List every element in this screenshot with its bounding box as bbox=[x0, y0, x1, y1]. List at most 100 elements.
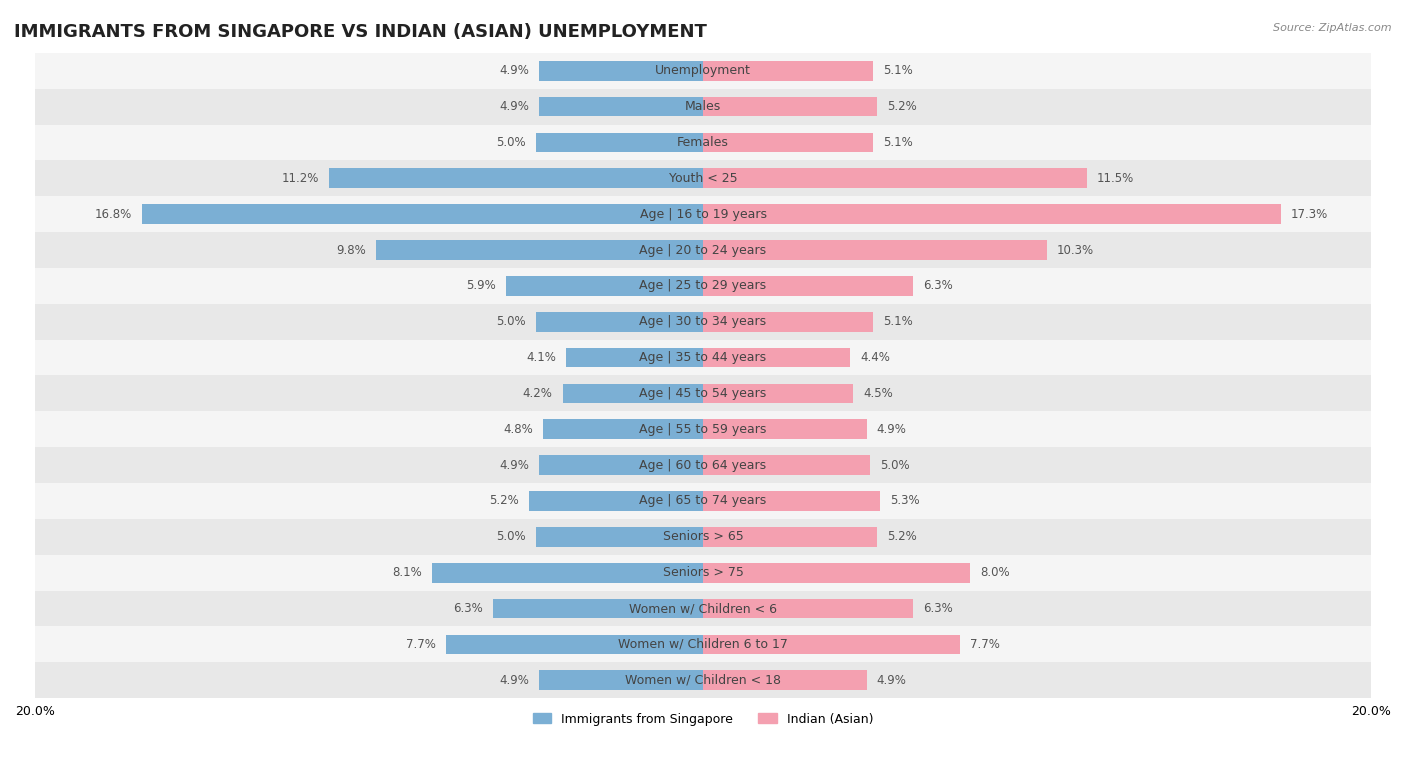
Text: 11.2%: 11.2% bbox=[281, 172, 319, 185]
Text: Unemployment: Unemployment bbox=[655, 64, 751, 77]
Text: 4.1%: 4.1% bbox=[526, 351, 555, 364]
Text: 5.0%: 5.0% bbox=[880, 459, 910, 472]
Bar bbox=[703, 312, 873, 332]
Bar bbox=[540, 61, 703, 81]
Text: 5.0%: 5.0% bbox=[496, 531, 526, 544]
Bar bbox=[35, 268, 1371, 304]
Bar bbox=[567, 347, 703, 367]
Bar bbox=[703, 599, 914, 618]
Bar bbox=[35, 375, 1371, 411]
Bar bbox=[703, 634, 960, 654]
Bar bbox=[35, 125, 1371, 160]
Text: Males: Males bbox=[685, 100, 721, 113]
Bar bbox=[35, 447, 1371, 483]
Text: Age | 55 to 59 years: Age | 55 to 59 years bbox=[640, 422, 766, 436]
Bar bbox=[703, 347, 851, 367]
Text: Age | 30 to 34 years: Age | 30 to 34 years bbox=[640, 315, 766, 329]
Bar bbox=[703, 276, 914, 296]
Text: Women w/ Children < 6: Women w/ Children < 6 bbox=[628, 602, 778, 615]
Bar bbox=[35, 232, 1371, 268]
Bar bbox=[35, 411, 1371, 447]
Bar bbox=[703, 132, 873, 152]
Text: 5.3%: 5.3% bbox=[890, 494, 920, 507]
Bar bbox=[35, 627, 1371, 662]
Text: 6.3%: 6.3% bbox=[924, 602, 953, 615]
Bar bbox=[536, 132, 703, 152]
Text: 9.8%: 9.8% bbox=[336, 244, 366, 257]
Bar bbox=[536, 312, 703, 332]
Text: 6.3%: 6.3% bbox=[924, 279, 953, 292]
Bar bbox=[492, 599, 703, 618]
Text: 16.8%: 16.8% bbox=[94, 207, 132, 221]
Bar bbox=[703, 455, 870, 475]
Bar bbox=[703, 562, 970, 583]
Bar bbox=[703, 671, 866, 690]
Text: 5.9%: 5.9% bbox=[467, 279, 496, 292]
Text: Youth < 25: Youth < 25 bbox=[669, 172, 737, 185]
Bar bbox=[703, 527, 877, 547]
Bar bbox=[703, 240, 1047, 260]
Text: 11.5%: 11.5% bbox=[1097, 172, 1135, 185]
Bar bbox=[703, 169, 1087, 188]
Text: Seniors > 65: Seniors > 65 bbox=[662, 531, 744, 544]
Text: Age | 35 to 44 years: Age | 35 to 44 years bbox=[640, 351, 766, 364]
Text: 4.9%: 4.9% bbox=[499, 100, 529, 113]
Bar bbox=[35, 196, 1371, 232]
Text: IMMIGRANTS FROM SINGAPORE VS INDIAN (ASIAN) UNEMPLOYMENT: IMMIGRANTS FROM SINGAPORE VS INDIAN (ASI… bbox=[14, 23, 707, 41]
Text: 4.8%: 4.8% bbox=[503, 422, 533, 436]
Bar bbox=[329, 169, 703, 188]
Text: 4.9%: 4.9% bbox=[877, 422, 907, 436]
Bar bbox=[703, 61, 873, 81]
Bar bbox=[446, 634, 703, 654]
Text: Seniors > 75: Seniors > 75 bbox=[662, 566, 744, 579]
Bar bbox=[142, 204, 703, 224]
Bar bbox=[35, 304, 1371, 340]
Text: 4.5%: 4.5% bbox=[863, 387, 893, 400]
Text: 4.9%: 4.9% bbox=[499, 674, 529, 687]
Text: 4.2%: 4.2% bbox=[523, 387, 553, 400]
Bar bbox=[540, 671, 703, 690]
Text: 10.3%: 10.3% bbox=[1057, 244, 1094, 257]
Text: Women w/ Children 6 to 17: Women w/ Children 6 to 17 bbox=[619, 638, 787, 651]
Text: 5.1%: 5.1% bbox=[883, 64, 912, 77]
Text: Age | 65 to 74 years: Age | 65 to 74 years bbox=[640, 494, 766, 507]
Bar bbox=[540, 455, 703, 475]
Text: Women w/ Children < 18: Women w/ Children < 18 bbox=[626, 674, 780, 687]
Bar bbox=[433, 562, 703, 583]
Bar bbox=[562, 384, 703, 403]
Text: 4.9%: 4.9% bbox=[499, 64, 529, 77]
Bar bbox=[540, 97, 703, 117]
Bar bbox=[375, 240, 703, 260]
Text: 4.4%: 4.4% bbox=[860, 351, 890, 364]
Text: 5.2%: 5.2% bbox=[489, 494, 519, 507]
Bar bbox=[35, 519, 1371, 555]
Text: Source: ZipAtlas.com: Source: ZipAtlas.com bbox=[1274, 23, 1392, 33]
Text: 5.2%: 5.2% bbox=[887, 100, 917, 113]
Bar bbox=[529, 491, 703, 511]
Bar bbox=[703, 419, 866, 439]
Text: Age | 60 to 64 years: Age | 60 to 64 years bbox=[640, 459, 766, 472]
Text: Age | 45 to 54 years: Age | 45 to 54 years bbox=[640, 387, 766, 400]
Text: 5.0%: 5.0% bbox=[496, 315, 526, 329]
Bar bbox=[703, 97, 877, 117]
Bar bbox=[35, 483, 1371, 519]
Bar bbox=[35, 662, 1371, 698]
Text: 5.1%: 5.1% bbox=[883, 315, 912, 329]
Text: 8.0%: 8.0% bbox=[980, 566, 1010, 579]
Text: 4.9%: 4.9% bbox=[499, 459, 529, 472]
Text: 4.9%: 4.9% bbox=[877, 674, 907, 687]
Text: 6.3%: 6.3% bbox=[453, 602, 482, 615]
Text: 17.3%: 17.3% bbox=[1291, 207, 1329, 221]
Bar bbox=[703, 204, 1281, 224]
Bar bbox=[536, 527, 703, 547]
Text: 7.7%: 7.7% bbox=[406, 638, 436, 651]
Text: 5.0%: 5.0% bbox=[496, 136, 526, 149]
Legend: Immigrants from Singapore, Indian (Asian): Immigrants from Singapore, Indian (Asian… bbox=[527, 708, 879, 731]
Bar bbox=[506, 276, 703, 296]
Bar bbox=[543, 419, 703, 439]
Bar bbox=[35, 160, 1371, 196]
Bar bbox=[35, 590, 1371, 627]
Bar bbox=[35, 340, 1371, 375]
Text: 7.7%: 7.7% bbox=[970, 638, 1000, 651]
Text: 5.1%: 5.1% bbox=[883, 136, 912, 149]
